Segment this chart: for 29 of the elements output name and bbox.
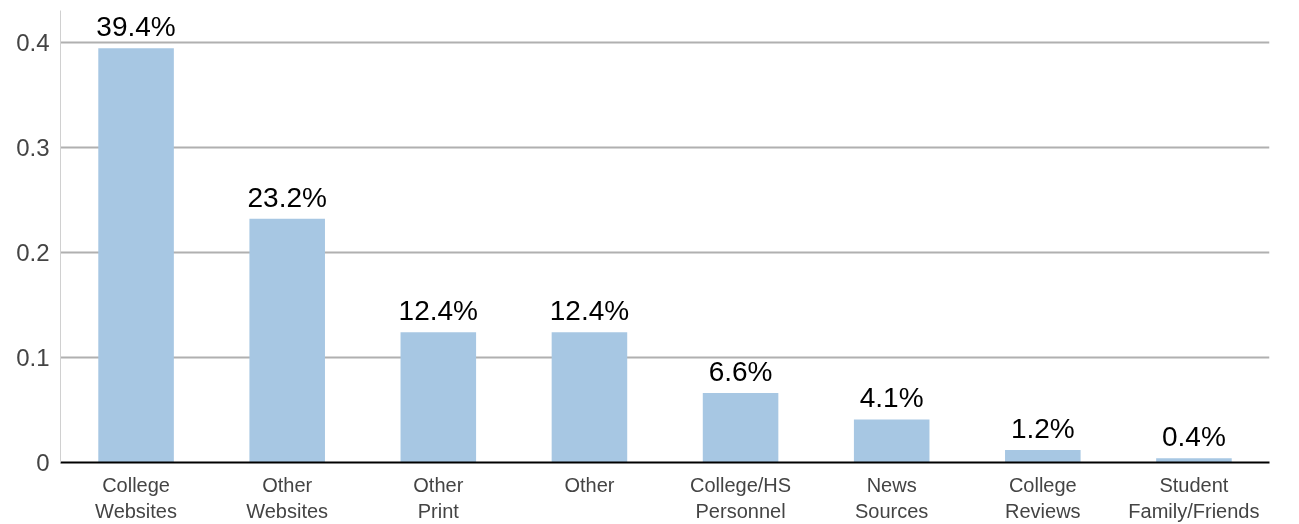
bar — [1005, 449, 1081, 463]
x-tick-label: Other Print — [413, 473, 464, 522]
y-tick-label: 0.2 — [16, 238, 50, 266]
y-tick-label: 0 — [36, 449, 50, 476]
x-tick-label: Student Family/Friends — [1128, 473, 1260, 522]
y-tick-label: 0.1 — [16, 343, 50, 371]
data-label: 4.1% — [859, 382, 924, 414]
bar — [249, 218, 325, 463]
x-tick-label: Other Websites — [246, 473, 329, 522]
bar — [1156, 458, 1232, 463]
data-label: 12.4% — [549, 295, 630, 327]
data-label: 1.2% — [1010, 412, 1075, 444]
data-label: 12.4% — [398, 295, 479, 327]
x-tick-label: College Reviews — [1005, 473, 1081, 522]
data-label: 0.4% — [1162, 421, 1226, 453]
bar — [702, 393, 779, 463]
bar — [551, 332, 628, 463]
bar — [98, 48, 174, 463]
bar — [853, 419, 930, 463]
y-tick-label: 0.4 — [16, 28, 50, 56]
y-tick-label: 0.3 — [16, 133, 50, 161]
data-label: 39.4% — [96, 11, 176, 43]
x-tick-label: College Websites — [95, 473, 178, 522]
data-label: 6.6% — [708, 356, 773, 388]
x-tick-label: College/HS Personnel — [689, 473, 792, 522]
bar — [400, 332, 477, 463]
x-tick-label: News Sources — [855, 473, 929, 522]
data-label: 23.2% — [247, 181, 327, 213]
x-tick-label: Other — [564, 473, 615, 496]
